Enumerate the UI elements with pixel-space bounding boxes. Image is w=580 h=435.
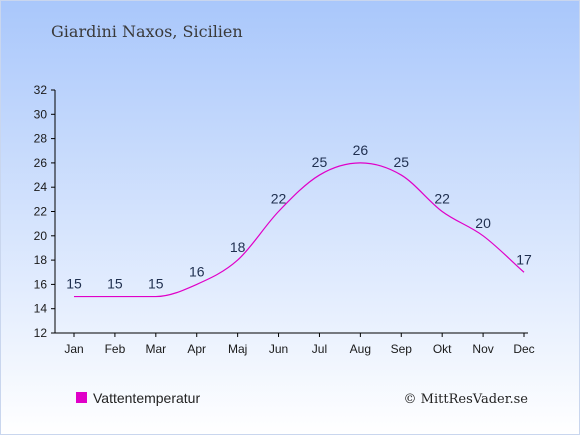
- y-tick-label: 24: [34, 180, 48, 194]
- data-label: 22: [271, 191, 287, 207]
- y-tick-label: 32: [34, 83, 48, 97]
- data-label: 26: [353, 142, 369, 158]
- x-tick-label: Aug: [350, 342, 371, 356]
- data-label: 17: [516, 251, 532, 267]
- x-tick-label: Apr: [187, 342, 206, 356]
- y-tick-label: 28: [34, 132, 48, 146]
- x-tick-label: Maj: [228, 342, 247, 356]
- data-label: 15: [107, 276, 123, 292]
- y-tick-group: 12 14 16 18 20 22 24 26 28 30 32: [34, 83, 55, 340]
- legend-swatch: [76, 392, 87, 403]
- data-label: 16: [189, 263, 205, 279]
- y-tick-label: 22: [34, 205, 48, 219]
- x-tick-label: Jun: [269, 342, 288, 356]
- series-line-vattentemperatur: [74, 162, 525, 298]
- x-tick-label: Jan: [64, 342, 83, 356]
- x-tick-label: Okt: [433, 342, 452, 356]
- x-tick-label: Feb: [105, 342, 126, 356]
- y-tick-label: 12: [34, 326, 48, 340]
- x-tick-label: Mar: [145, 342, 166, 356]
- x-tick-group: Jan Feb Mar Apr Maj Jun Jul Aug Sep Okt Nov Dec: [64, 333, 535, 356]
- x-tick-label: Jul: [312, 342, 327, 356]
- y-tick-label: 26: [34, 156, 48, 170]
- data-label: 22: [434, 191, 450, 207]
- y-tick-label: 16: [34, 277, 48, 291]
- y-tick-label: 20: [34, 229, 48, 243]
- chart-title: Giardini Naxos, Sicilien: [51, 22, 243, 41]
- data-label: 25: [312, 154, 328, 170]
- x-tick-label: Dec: [513, 342, 534, 356]
- x-tick-label: Nov: [472, 342, 493, 356]
- y-tick-label: 18: [34, 253, 48, 267]
- data-label: 15: [148, 276, 164, 292]
- credit-text: © MittResVader.se: [404, 392, 529, 407]
- y-tick-label: 14: [34, 302, 48, 316]
- x-tick-label: Sep: [391, 342, 413, 356]
- data-label: 20: [475, 215, 491, 231]
- data-label-group: 15 15 15 16 18 22 25 26 25 22 20 17: [66, 142, 532, 292]
- data-label: 18: [230, 239, 246, 255]
- data-label: 25: [393, 154, 409, 170]
- data-label: 15: [66, 276, 82, 292]
- legend-label: Vattentemperatur: [93, 390, 200, 406]
- y-tick-label: 30: [34, 107, 48, 121]
